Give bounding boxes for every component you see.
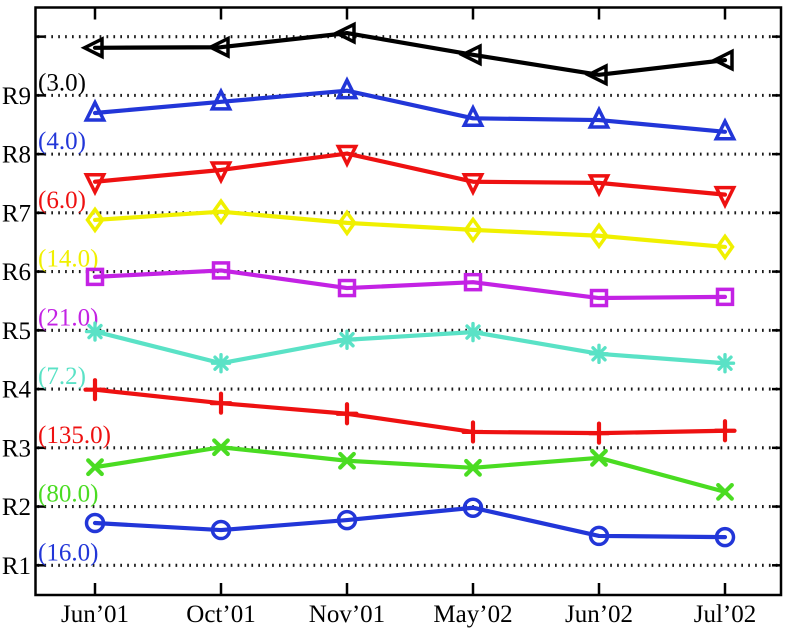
circle-marker xyxy=(336,509,358,531)
series-line-1 xyxy=(92,31,728,77)
triangle-up-marker xyxy=(587,105,611,129)
series-line-4 xyxy=(92,209,728,250)
y-axis-label: R5 xyxy=(2,318,31,345)
diamond-marker xyxy=(337,209,357,237)
x-marker xyxy=(464,458,482,477)
triangle-left-marker xyxy=(584,63,608,87)
series-annotation: (16.0) xyxy=(38,539,98,566)
series-line-6 xyxy=(92,329,728,366)
series-annotation: (6.0) xyxy=(38,187,86,214)
x-marker xyxy=(86,458,104,477)
triangle-up-marker xyxy=(335,76,359,100)
square-marker xyxy=(463,272,483,292)
triangle-down-marker xyxy=(461,172,485,197)
circle-marker xyxy=(210,519,232,541)
x-axis-label: Nov’01 xyxy=(309,601,385,628)
diamond-marker xyxy=(211,198,231,226)
triangle-down-marker xyxy=(209,161,233,185)
square-marker xyxy=(589,288,609,308)
x-axis-label: Jun’02 xyxy=(565,601,633,628)
triangle-left-marker xyxy=(206,35,230,59)
circle-marker xyxy=(84,512,106,534)
triangle-down-marker xyxy=(713,185,737,210)
y-axis-label: R9 xyxy=(2,83,31,110)
series-line-9 xyxy=(92,505,728,540)
circle-marker xyxy=(462,497,484,518)
diamond-marker xyxy=(589,222,609,250)
diamond-marker xyxy=(463,216,483,244)
series-annotation: (3.0) xyxy=(38,69,86,96)
series-line-3 xyxy=(92,151,728,197)
triangle-left-marker xyxy=(332,21,356,45)
series-line-7 xyxy=(92,387,728,436)
square-marker xyxy=(715,287,735,307)
square-marker xyxy=(85,267,105,287)
triangle-up-marker xyxy=(461,103,485,128)
series-line-2 xyxy=(92,88,728,134)
asterisk-marker xyxy=(339,332,355,348)
y-axis-label: R7 xyxy=(2,200,31,227)
y-axis-label: R1 xyxy=(2,553,31,580)
x-axis-label: Oct’01 xyxy=(186,601,255,628)
y-axis-label: R4 xyxy=(2,377,32,404)
y-axis-label: R8 xyxy=(2,142,31,169)
circle-marker xyxy=(714,526,736,548)
series-line-5 xyxy=(92,268,728,301)
asterisk-marker xyxy=(465,324,481,340)
diamond-marker xyxy=(715,233,735,261)
x-axis-label: May’02 xyxy=(433,601,512,628)
x-axis-label: Jun’01 xyxy=(61,601,129,628)
asterisk-marker xyxy=(591,346,607,362)
y-axis-label: R2 xyxy=(2,494,31,521)
square-marker xyxy=(211,261,231,280)
triangle-left-marker xyxy=(80,36,104,60)
x-marker xyxy=(716,482,734,501)
diamond-marker xyxy=(85,206,105,234)
plot-frame xyxy=(34,6,783,597)
triangle-left-marker xyxy=(458,43,482,67)
x-axis-label: Jul’02 xyxy=(694,601,757,628)
series-line-8 xyxy=(92,445,728,494)
x-marker xyxy=(212,438,230,457)
series-annotation: (80.0) xyxy=(38,481,98,508)
x-marker xyxy=(590,448,608,467)
square-marker xyxy=(337,278,357,298)
x-marker xyxy=(338,451,356,470)
triangle-up-marker xyxy=(713,117,737,141)
series-annotation: (7.2) xyxy=(38,363,86,390)
triangle-left-marker xyxy=(710,48,734,72)
y-axis-label: R6 xyxy=(2,259,31,286)
series-annotation: (4.0) xyxy=(38,128,86,155)
triangle-up-marker xyxy=(83,98,107,122)
asterisk-marker xyxy=(213,355,229,371)
y-axis-label: R3 xyxy=(2,435,31,462)
triangle-down-marker xyxy=(83,172,107,197)
series-annotation: (135.0) xyxy=(38,422,111,449)
triangle-down-marker xyxy=(335,144,359,168)
triangle-down-marker xyxy=(587,174,611,198)
asterisk-marker xyxy=(717,355,733,371)
triangle-up-marker xyxy=(209,87,233,111)
asterisk-marker xyxy=(87,323,103,340)
circle-marker xyxy=(588,525,610,547)
